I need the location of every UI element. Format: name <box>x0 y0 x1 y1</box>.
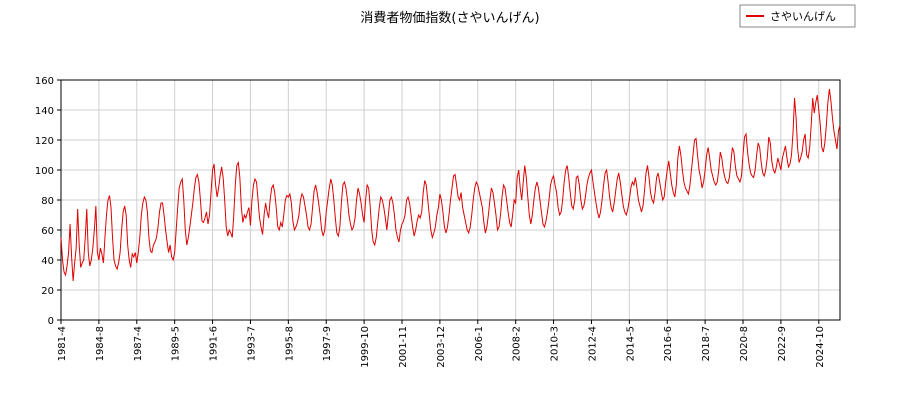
x-tick-label: 2022-9 <box>777 326 788 361</box>
y-tick-label: 140 <box>35 106 54 117</box>
y-tick-label: 80 <box>41 196 54 207</box>
plot-frame <box>60 79 841 321</box>
x-tick-label: 2001-11 <box>398 326 409 368</box>
x-tick-label: 1993-7 <box>246 326 257 361</box>
x-tick-label: 2020-8 <box>739 326 750 361</box>
x-tick-label: 1999-10 <box>360 326 371 368</box>
y-tick-label: 40 <box>41 256 54 267</box>
legend-box <box>739 4 856 28</box>
y-tick-label: 160 <box>35 76 54 87</box>
y-tick-label: 0 <box>48 316 54 327</box>
x-tick-label: 2006-1 <box>474 326 485 361</box>
x-tick-label: 2008-2 <box>512 326 523 361</box>
y-tick-label: 20 <box>41 286 54 297</box>
x-tick-label: 2024-10 <box>815 326 826 368</box>
x-tick-label: 2016-6 <box>663 326 674 361</box>
x-tick-label: 1995-8 <box>284 326 295 361</box>
x-tick-label: 2014-5 <box>625 326 636 361</box>
x-tick-label: 1987-4 <box>133 326 144 361</box>
x-tick-label: 2012-4 <box>587 326 598 361</box>
y-tick-label: 60 <box>41 226 54 237</box>
x-tick-label: 2010-3 <box>550 326 561 361</box>
x-tick-label: 1997-9 <box>322 326 333 361</box>
x-tick-label: 2003-12 <box>436 326 447 368</box>
x-tick-label: 2018-7 <box>701 326 712 361</box>
x-tick-label: 1989-5 <box>171 326 182 361</box>
x-tick-label: 1991-6 <box>209 326 220 361</box>
x-tick-label: 1981-4 <box>57 326 68 361</box>
legend-label: さやいんげん <box>770 10 836 23</box>
x-tick-label: 1984-8 <box>95 326 106 361</box>
y-tick-label: 100 <box>35 166 54 177</box>
series-line <box>60 88 841 282</box>
chart-title: 消費者物価指数(さやいんげん) <box>360 11 539 26</box>
y-tick-label: 120 <box>35 136 54 147</box>
